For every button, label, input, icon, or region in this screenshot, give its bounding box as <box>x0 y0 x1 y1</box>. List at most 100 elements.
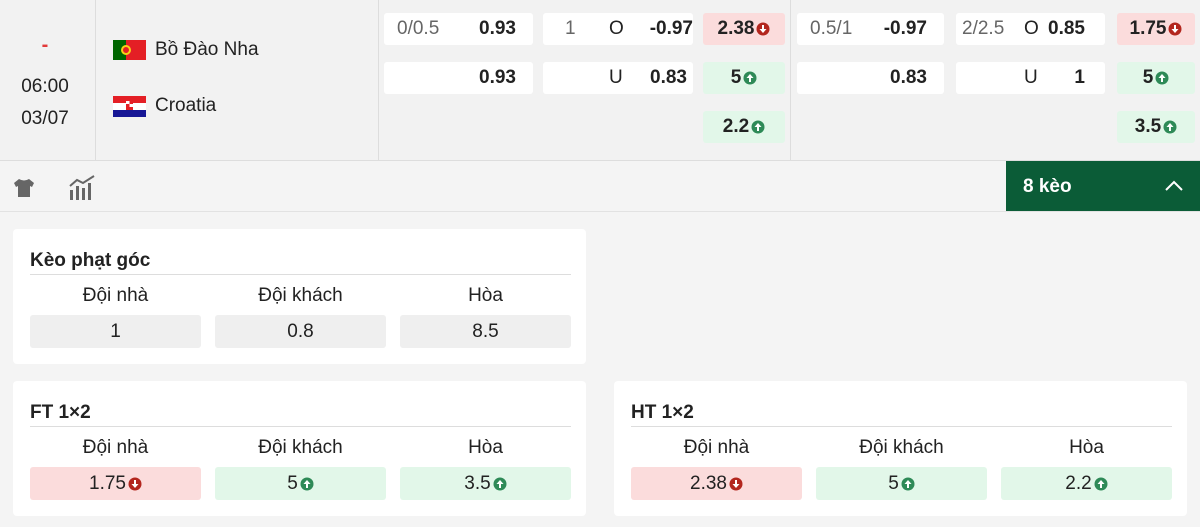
odds-value: 5 <box>1142 67 1154 88</box>
away-team[interactable]: Croatia <box>155 95 217 116</box>
column-header: Đội khách <box>258 437 343 458</box>
trend-up <box>1163 120 1177 134</box>
match-date: 03/07 <box>21 108 69 129</box>
panel-divider <box>30 426 571 427</box>
ou-cell: U 0.83 <box>543 62 693 94</box>
odds-cell[interactable]: 1.75 <box>1117 13 1195 45</box>
handicap-line: 0.5/1 <box>810 18 853 39</box>
odds-value: 3.5 <box>464 472 491 494</box>
odds-value: 1.75 <box>89 472 126 494</box>
odds-cell[interactable]: 2.2 <box>1001 467 1172 500</box>
odds-value: 3.5 <box>1134 116 1162 137</box>
odds-value: 8.5 <box>472 320 499 342</box>
column-header: Đội khách <box>859 437 944 458</box>
odds-cell[interactable]: 5 <box>703 62 785 94</box>
panel-divider <box>631 426 1172 427</box>
more-odds-label: 8 kèo <box>1023 176 1072 197</box>
odds-panel: FT 1×2 Đội nhà Đội khách Hòa 1.75 5 3.5 <box>13 381 586 516</box>
match-status: - <box>41 34 49 56</box>
trend-down <box>756 22 770 36</box>
odds-panel: HT 1×2 Đội nhà Đội khách Hòa 2.38 5 2.2 <box>614 381 1187 516</box>
odds-cell[interactable]: 0.8 <box>215 315 386 348</box>
trend-up <box>901 477 915 490</box>
ou-under: 1 <box>1074 67 1085 88</box>
panel-title: HT 1×2 <box>631 402 694 423</box>
odds-cell[interactable]: 1 <box>30 315 201 348</box>
column-header: Hòa <box>468 285 503 306</box>
ou-line: 2/2.5 <box>962 18 1005 39</box>
odds-value: 1 <box>110 320 121 342</box>
trend-up <box>751 120 765 134</box>
handicap-away: 0.83 <box>890 67 927 88</box>
ou-cell: 1 O -0.97 <box>543 13 693 45</box>
odds-value: 2.2 <box>1065 472 1092 494</box>
shirt-icon[interactable] <box>12 176 36 200</box>
divider <box>790 0 791 160</box>
odds-cell[interactable]: 5 <box>816 467 987 500</box>
trend-down <box>1168 22 1182 36</box>
more-odds-button[interactable]: 8 kèo <box>1006 161 1200 211</box>
odds-cell[interactable]: 3.5 <box>1117 111 1195 143</box>
ou-over: -0.97 <box>649 18 693 39</box>
trend-up <box>493 477 507 490</box>
odds-value: 5 <box>730 67 742 88</box>
trend-up <box>743 71 757 85</box>
odds-cell[interactable]: 8.5 <box>400 315 571 348</box>
handicap-cell: 0.93 <box>384 62 533 94</box>
ou-line: 1 <box>565 18 576 39</box>
divider <box>378 0 379 160</box>
odds-cell[interactable]: 2.38 <box>703 13 785 45</box>
odds-value: 2.38 <box>717 18 755 39</box>
odds-value: 2.38 <box>690 472 727 494</box>
column-header: Đội nhà <box>683 437 750 458</box>
odds-value: 2.2 <box>722 116 750 137</box>
ou-over-label: O <box>1024 18 1039 39</box>
odds-panel: Kèo phạt góc Đội nhà Đội khách Hòa 1 0.8 8.5 <box>13 229 586 364</box>
column-header: Đội khách <box>258 285 343 306</box>
ou-over: 0.85 <box>1048 18 1085 39</box>
trend-down <box>128 477 142 490</box>
handicap-home: 0.93 <box>479 18 516 39</box>
panel-divider <box>30 274 571 275</box>
odds-value: 5 <box>287 472 298 494</box>
flag-croatia <box>113 96 146 117</box>
odds-cell[interactable]: 3.5 <box>400 467 571 500</box>
home-team[interactable]: Bồ Đào Nha <box>155 39 259 60</box>
column-header: Đội nhà <box>82 285 149 306</box>
odds-value: 5 <box>888 472 899 494</box>
ou-under: 0.83 <box>650 67 687 88</box>
trend-down <box>729 477 743 490</box>
match-time: 06:00 <box>21 76 69 97</box>
ou-cell: 2/2.5 O 0.85 <box>956 13 1105 45</box>
stats-icon[interactable] <box>68 174 98 202</box>
panel-title: Kèo phạt góc <box>30 250 151 271</box>
column-header: Hòa <box>468 437 503 458</box>
odds-value: 1.75 <box>1129 18 1167 39</box>
handicap-home: -0.97 <box>883 18 927 39</box>
flag-portugal <box>113 40 146 60</box>
handicap-cell: 0.83 <box>797 62 944 94</box>
divider <box>95 0 96 160</box>
handicap-away: 0.93 <box>479 67 516 88</box>
odds-cell[interactable]: 2.38 <box>631 467 802 500</box>
odds-value: 0.8 <box>287 320 314 342</box>
trend-up <box>300 477 314 490</box>
handicap-line: 0/0.5 <box>397 18 440 39</box>
panel-title: FT 1×2 <box>30 402 91 423</box>
handicap-cell: 0/0.5 0.93 <box>384 13 533 45</box>
odds-cell[interactable]: 1.75 <box>30 467 201 500</box>
ou-under-label: U <box>609 67 623 88</box>
odds-cell[interactable]: 2.2 <box>703 111 785 143</box>
handicap-cell: 0.5/1 -0.97 <box>797 13 944 45</box>
odds-cell[interactable]: 5 <box>1117 62 1195 94</box>
ou-under-label: U <box>1024 67 1038 88</box>
trend-up <box>1155 71 1169 85</box>
column-header: Hòa <box>1069 437 1104 458</box>
odds-cell[interactable]: 5 <box>215 467 386 500</box>
column-header: Đội nhà <box>82 437 149 458</box>
toolbar <box>0 161 1200 212</box>
trend-up <box>1094 477 1108 490</box>
chevron-up <box>1165 180 1183 191</box>
